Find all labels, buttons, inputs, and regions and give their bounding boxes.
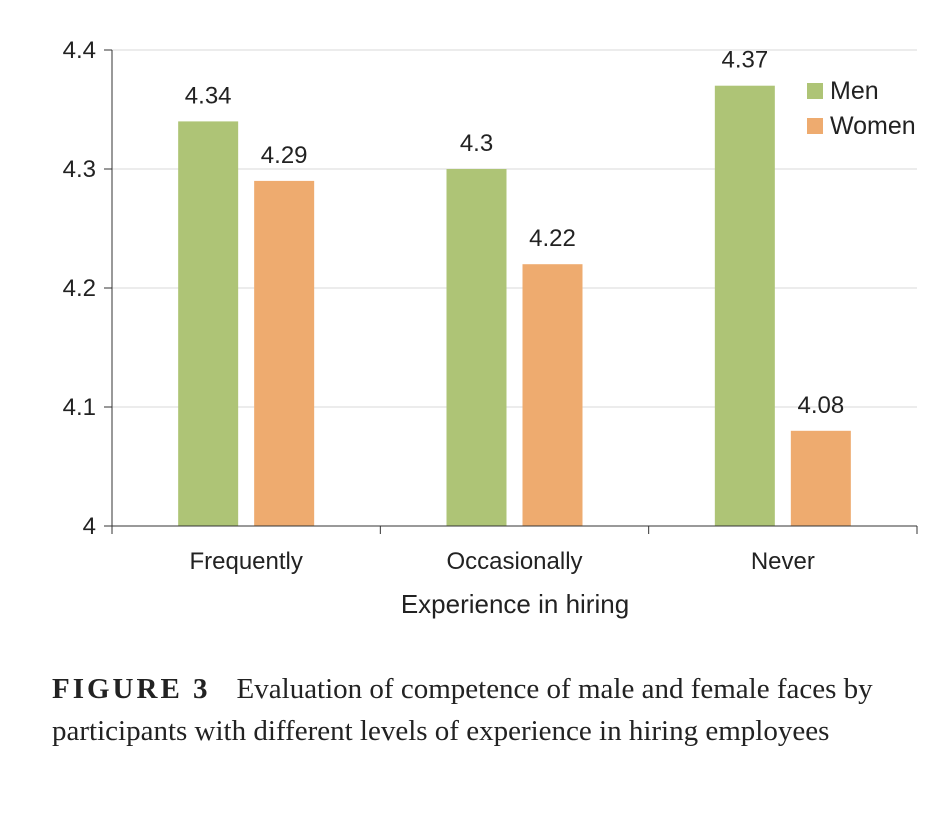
data-label: 4.29 [261, 142, 308, 169]
data-label: 4.37 [721, 47, 768, 74]
data-labels: 4.34 4.29 4.3 4.22 4.37 4.08 [185, 47, 844, 419]
x-tick-label: Never [751, 548, 815, 575]
x-tick-label: Occasionally [446, 548, 582, 575]
y-tick-label: 4 [83, 513, 96, 540]
bar-men-occasionally [446, 169, 507, 526]
y-tick-label: 4.1 [63, 394, 96, 421]
legend: Men Women [807, 77, 916, 140]
data-label: 4.3 [460, 130, 493, 157]
legend-swatch-women [807, 118, 823, 134]
legend-label-women: Women [830, 112, 916, 140]
x-tick-label: Frequently [189, 548, 302, 575]
bar-women-frequently [254, 180, 315, 526]
bars [178, 85, 851, 527]
legend-label-men: Men [830, 77, 879, 105]
bar-men-never [714, 85, 775, 526]
data-label: 4.22 [529, 225, 576, 252]
bar-chart: 4 4.1 4.2 4.3 4.4 Frequently Occasionally Neve… [63, 37, 918, 619]
data-label: 4.34 [185, 82, 232, 109]
y-tick-label: 4.2 [63, 275, 96, 302]
figure-label: FIGURE 3 [52, 673, 211, 705]
y-tick-label: 4.3 [63, 156, 96, 183]
axes [104, 49, 918, 534]
bar-women-occasionally [522, 264, 583, 526]
caption-text: Evaluation of competence of male and fem… [52, 673, 873, 747]
figure-caption: FIGURE 3 Evaluation of competence of male… [52, 668, 922, 752]
data-label: 4.08 [797, 392, 844, 419]
bar-women-never [790, 430, 851, 526]
gridlines [112, 49, 917, 408]
x-axis-title: Experience in hiring [401, 589, 629, 619]
y-tick-label: 4.4 [63, 37, 96, 64]
bar-men-frequently [178, 121, 239, 527]
legend-swatch-men [807, 83, 823, 99]
y-tick-labels: 4 4.1 4.2 4.3 4.4 [63, 37, 96, 540]
x-tick-labels: Frequently Occasionally Never [189, 548, 814, 575]
